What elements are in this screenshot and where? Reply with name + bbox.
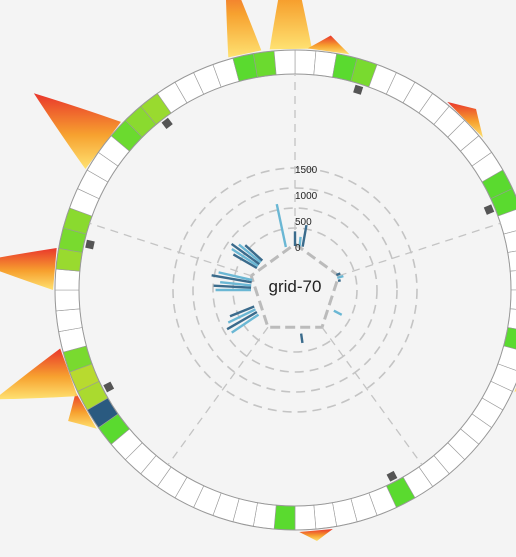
density-spike bbox=[33, 93, 121, 169]
ring-cell bbox=[273, 504, 296, 531]
inner-bar bbox=[336, 274, 344, 280]
inner-bar bbox=[231, 313, 260, 334]
ring-marker bbox=[85, 239, 95, 250]
inner-bar bbox=[238, 243, 262, 264]
ring-cell bbox=[313, 502, 338, 530]
inner-bar bbox=[230, 242, 261, 266]
grid-spoke bbox=[89, 222, 252, 277]
grid-spoke bbox=[167, 326, 269, 466]
grid-layer bbox=[89, 74, 501, 466]
inner-bar bbox=[231, 247, 259, 268]
inner-bar bbox=[213, 284, 252, 289]
ring-marker bbox=[483, 204, 495, 215]
tick-label: 500 bbox=[295, 217, 312, 228]
ring-marker bbox=[103, 381, 115, 393]
ring-marker bbox=[386, 470, 398, 482]
inner-bar bbox=[299, 333, 304, 344]
ring-marker bbox=[161, 117, 173, 130]
ring-cell bbox=[55, 308, 83, 333]
tick-label: 1500 bbox=[295, 165, 318, 176]
density-spike bbox=[269, 0, 312, 50]
inner-bar bbox=[335, 272, 341, 277]
inner-bar bbox=[333, 309, 343, 316]
density-spike bbox=[68, 392, 97, 429]
grid-spoke bbox=[321, 326, 423, 466]
inner-bar bbox=[301, 224, 308, 247]
outer-ring bbox=[54, 49, 516, 531]
inner-bar bbox=[218, 271, 253, 282]
inner-bar bbox=[244, 244, 264, 262]
ring-cell bbox=[294, 504, 317, 531]
grid-spoke bbox=[338, 222, 501, 277]
density-spike bbox=[225, 0, 262, 58]
density-spike bbox=[0, 348, 78, 400]
density-spike bbox=[307, 35, 350, 55]
inner-bar bbox=[275, 203, 288, 248]
ring-cell bbox=[252, 50, 277, 78]
density-spike bbox=[299, 529, 333, 542]
inner-bar bbox=[220, 280, 252, 287]
ring-outer-border bbox=[54, 49, 516, 531]
ring-cell bbox=[294, 49, 317, 76]
outer-density-layer bbox=[0, 0, 516, 542]
density-spike bbox=[0, 247, 57, 290]
inner-bar bbox=[232, 253, 258, 270]
inner-bar bbox=[298, 236, 302, 247]
radial-tick-labels: 0 500 1000 1500 bbox=[295, 165, 318, 254]
inner-bar bbox=[226, 310, 258, 331]
grid-circle bbox=[212, 207, 378, 373]
inner-bar bbox=[337, 279, 341, 283]
inner-bar bbox=[227, 308, 256, 324]
ring-cell bbox=[54, 268, 81, 291]
grid-circle bbox=[192, 187, 398, 393]
ring-cell bbox=[273, 49, 296, 76]
tick-label: 0 bbox=[295, 243, 301, 254]
inner-bar bbox=[211, 274, 252, 284]
ring-marker bbox=[353, 84, 364, 95]
tick-label: 1000 bbox=[295, 191, 318, 202]
inner-bar bbox=[229, 305, 255, 318]
density-spike bbox=[447, 101, 484, 138]
ring-cell bbox=[54, 289, 81, 312]
core-pentagon bbox=[249, 242, 341, 329]
inner-bars-layer bbox=[211, 203, 344, 344]
center-label: grid-70 bbox=[269, 277, 322, 296]
